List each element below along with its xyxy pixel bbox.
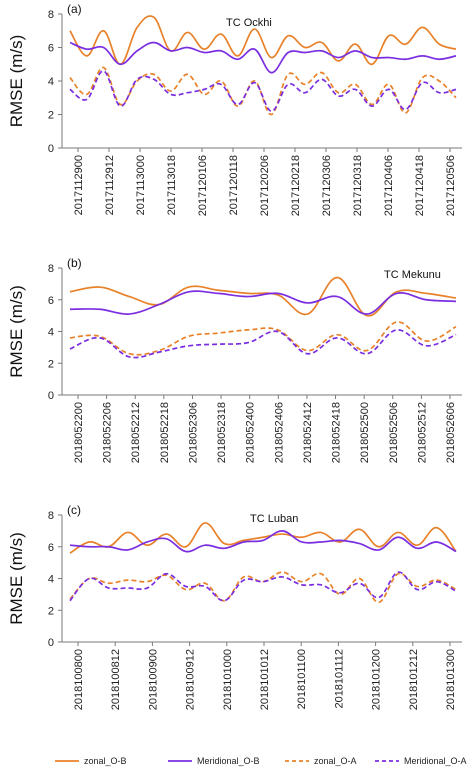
x-tick-label: 2017113018	[166, 155, 178, 215]
x-tick-label: 2018052206	[102, 402, 114, 463]
y-tick-label: 0	[48, 143, 54, 155]
y-axis-label: RMSE (m/s)	[7, 532, 26, 625]
x-tick-label: 2017120106	[197, 155, 209, 216]
x-tick-label: 2018101100	[296, 649, 308, 709]
chart-panel-1: 0 2 4 6 8 RMSE (m/s) (a) TC Ockhi 2017112900 2017…	[7, 2, 462, 216]
x-tick-label: 2018101012	[259, 649, 271, 710]
series-line-zonal-o-a	[69, 321, 457, 356]
y-axis-label: RMSE (m/s)	[7, 35, 26, 128]
x-tick-label: 2017120418	[414, 155, 426, 216]
x-tick-label: 2018052418	[331, 402, 343, 463]
legend-label: zonal_O-A	[314, 756, 357, 766]
x-tick-label: 2018101200	[371, 649, 383, 710]
y-tick-label: 6	[48, 542, 54, 554]
series-line-meridional-o-a	[69, 329, 457, 359]
x-tick-label: 2018052406	[273, 402, 285, 463]
legend-label: zonal_O-B	[84, 756, 127, 766]
x-tick-label: 2017120506	[445, 155, 457, 216]
series-line-meridional-o-b	[69, 290, 457, 315]
x-tick-label: 2018052606	[445, 402, 457, 463]
y-tick-label: 6	[48, 295, 54, 307]
x-tick-label: 2018052506	[388, 402, 400, 463]
series-line-meridional-o-b	[69, 530, 457, 553]
x-tick-label: 2018052512	[416, 402, 428, 463]
series-line-meridional-o-b	[69, 41, 457, 74]
chart-panel-3: 0 2 4 6 8 RMSE (m/s) (c) TC Luban 2018100800 2018…	[7, 503, 462, 710]
x-tick-label: 2018052412	[302, 402, 314, 463]
x-tick-label: 2018052218	[159, 402, 171, 463]
x-tick-label: 2017120318	[352, 155, 364, 216]
y-tick-label: 4	[48, 327, 54, 339]
x-tick-label: 2017120118	[228, 155, 240, 215]
y-tick-label: 6	[48, 43, 54, 55]
x-tick-label: 2018052400	[245, 402, 257, 463]
y-tick-label: 8	[48, 263, 54, 275]
chart-panel-2: 0 2 4 6 8 RMSE (m/s) (b) TC Mekunu 2018052200 201…	[7, 256, 462, 463]
x-tick-label: 2017112900	[73, 155, 85, 215]
series-line-meridional-o-a	[69, 571, 457, 602]
x-tick-label: 2018100912	[185, 649, 197, 710]
y-tick-label: 0	[48, 637, 54, 649]
x-tick-label: 2018052306	[187, 402, 199, 463]
y-axis-label: RMSE (m/s)	[7, 285, 26, 378]
x-tick-label: 2017120218	[290, 155, 302, 216]
y-tick-label: 4	[48, 574, 54, 586]
x-tick-label: 2018101112	[333, 649, 345, 709]
panel-label: (c)	[67, 503, 81, 517]
y-tick-label: 2	[48, 605, 54, 617]
panel-title: TC Mekunu	[384, 269, 441, 281]
x-tick-label: 2018100812	[110, 649, 122, 710]
legend-item: Meridional_O-B	[168, 756, 260, 766]
legend: zonal_O-B Meridional_O-B zonal_O-A Meridion…	[55, 756, 467, 766]
x-tick-label: 2018101300	[445, 649, 457, 710]
y-tick-label: 2	[48, 358, 54, 370]
x-tick-label: 2017120206	[259, 155, 271, 216]
x-tick-label: 2018101212	[408, 649, 420, 710]
legend-item: zonal_O-B	[55, 756, 127, 766]
x-tick-label: 2017112912	[104, 155, 116, 215]
x-tick-label: 2018101000	[222, 649, 234, 710]
legend-label: Meridional_O-A	[404, 756, 467, 766]
legend-label: Meridional_O-B	[197, 756, 260, 766]
series-line-zonal-o-b	[69, 15, 457, 66]
x-tick-label: 2017120406	[383, 155, 395, 216]
y-tick-label: 8	[48, 9, 54, 21]
x-tick-label: 2018100900	[147, 649, 159, 710]
legend-item: Meridional_O-A	[375, 756, 467, 766]
series-line-zonal-o-b	[69, 522, 457, 554]
series-line-meridional-o-a	[69, 70, 457, 112]
panel-title: TC Ockhi	[226, 17, 272, 29]
x-tick-label: 2017113000	[135, 155, 147, 215]
series-line-zonal-o-b	[69, 276, 457, 317]
x-tick-label: 2018052500	[359, 402, 371, 463]
y-tick-label: 2	[48, 110, 54, 122]
x-tick-label: 2017120306	[321, 155, 333, 216]
panel-label: (a)	[67, 2, 82, 16]
y-tick-label: 8	[48, 510, 54, 522]
y-tick-label: 0	[48, 390, 54, 402]
legend-item: zonal_O-A	[285, 756, 357, 766]
panel-title: TC Luban	[250, 513, 298, 525]
y-tick-label: 4	[48, 76, 54, 88]
series-line-zonal-o-a	[69, 66, 457, 116]
x-tick-label: 2018052200	[73, 402, 85, 463]
series-line-zonal-o-a	[69, 571, 457, 604]
x-tick-label: 2018052212	[130, 402, 142, 463]
x-tick-label: 2018100800	[73, 649, 85, 710]
x-tick-label: 2018052318	[216, 402, 228, 463]
panel-label: (b)	[67, 256, 82, 270]
